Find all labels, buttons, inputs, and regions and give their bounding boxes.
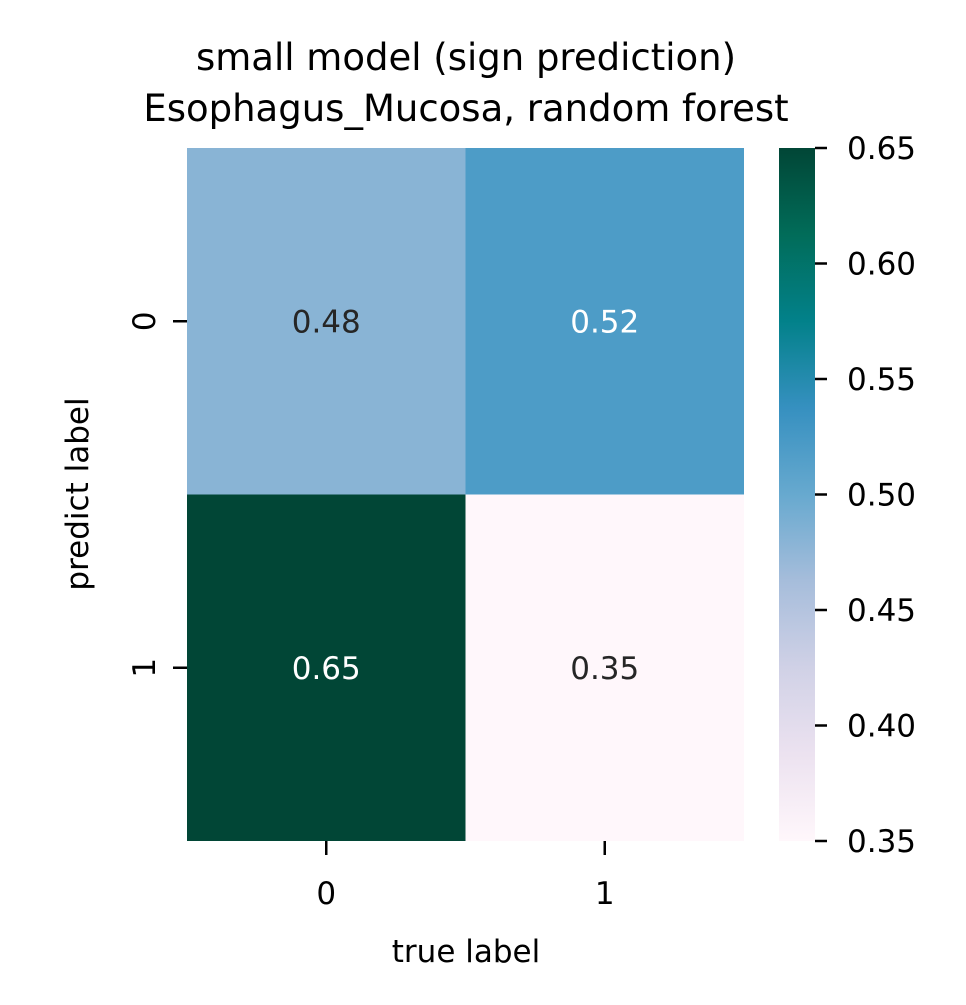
colorbar-tick-label: 0.50	[847, 478, 916, 514]
heatmap-cell	[465, 148, 744, 495]
colorbar-ticks: 0.35 0.40 0.45 0.50 0.55 0.60 0.65	[815, 131, 916, 860]
cell-value-label: 0.65	[292, 651, 361, 687]
colorbar-tick-label: 0.35	[847, 824, 916, 860]
colorbar-tick-label: 0.55	[847, 362, 916, 398]
y-tick-label: 0	[127, 311, 163, 331]
colorbar-tick-label: 0.65	[847, 131, 916, 167]
x-tick-label: 1	[595, 876, 615, 912]
chart-subtitle: Esophagus_Mucosa, random forest	[143, 87, 788, 130]
colorbar-tick-label: 0.40	[847, 709, 916, 745]
heatmap-cell	[187, 148, 466, 495]
heatmap-cell	[187, 494, 466, 841]
x-axis-label: true label	[392, 934, 540, 970]
heatmap-cells	[187, 148, 744, 841]
cell-value-label: 0.52	[570, 304, 639, 340]
y-axis: 01	[127, 311, 187, 678]
colorbar-tick-label: 0.60	[847, 247, 916, 283]
colorbar-tick-label: 0.45	[847, 593, 916, 629]
x-tick-label: 0	[316, 876, 336, 912]
chart-title: small model (sign prediction)	[196, 36, 736, 79]
heatmap-cell	[465, 494, 744, 841]
colorbar	[779, 148, 815, 841]
cell-value-label: 0.48	[292, 304, 361, 340]
cell-value-label: 0.35	[570, 651, 639, 687]
y-tick-label: 1	[127, 658, 163, 678]
heatmap-cell-labels: 0.48 0.52 0.65 0.35	[292, 304, 640, 687]
y-axis-label: predict label	[60, 397, 96, 590]
